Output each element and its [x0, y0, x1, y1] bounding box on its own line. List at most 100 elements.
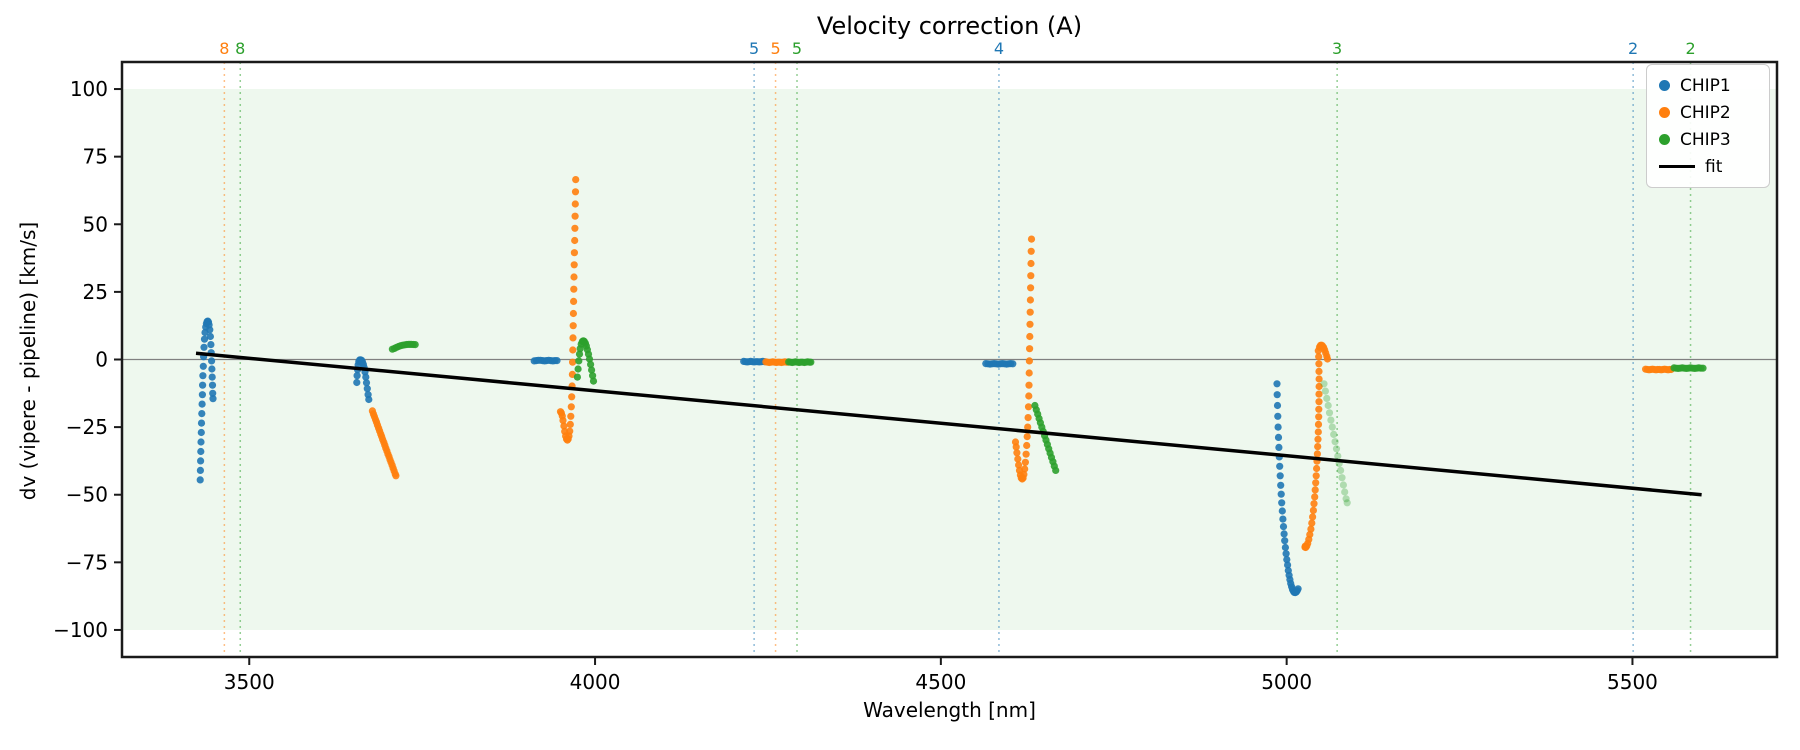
legend-item-chip2: CHIP2 [1647, 99, 1769, 126]
data-point [1315, 375, 1323, 383]
data-point [209, 389, 217, 397]
data-point [1332, 445, 1341, 453]
data-point [1311, 493, 1319, 501]
data-point [589, 377, 598, 385]
data-point [1338, 474, 1346, 482]
y-tick-label: 100 [70, 77, 108, 101]
data-point [1275, 443, 1283, 451]
legend: CHIP1 CHIP2 CHIP3 fit [1646, 64, 1770, 188]
data-point [1325, 409, 1334, 417]
data-point [196, 466, 204, 474]
order-count-label: 8 [235, 39, 245, 58]
data-point [1011, 438, 1020, 446]
data-point [1023, 433, 1031, 441]
data-point [1309, 506, 1317, 514]
data-point [1024, 403, 1033, 411]
data-point [1328, 423, 1336, 431]
data-point [199, 362, 207, 370]
data-point [1314, 428, 1322, 436]
data-point [208, 381, 217, 389]
data-point [570, 297, 578, 305]
data-point [1324, 401, 1332, 410]
data-point [1323, 394, 1331, 402]
data-point [1278, 499, 1286, 507]
x-axis-label: Wavelength [nm] [863, 698, 1036, 722]
data-point [1015, 461, 1023, 469]
data-point [198, 391, 206, 399]
data-point [553, 357, 561, 365]
data-point [1314, 420, 1323, 428]
legend-item-chip1: CHIP1 [1647, 72, 1769, 99]
data-point [1315, 405, 1323, 413]
data-point [1314, 443, 1322, 451]
data-point [1315, 360, 1323, 368]
y-axis: 100 75 50 25 0 −25 −50 −75 −100 [53, 77, 122, 642]
y-tick-label: −100 [53, 618, 108, 642]
data-point [556, 408, 565, 416]
data-point [568, 393, 576, 401]
data-point [1282, 550, 1290, 558]
data-point [197, 428, 205, 437]
data-point [1310, 500, 1318, 508]
data-point [1014, 455, 1022, 463]
x-axis: 3500 4000 4500 5000 5500 [224, 657, 1658, 694]
data-point [197, 419, 206, 427]
data-point [569, 322, 577, 330]
data-point [362, 379, 371, 387]
order-count-label: 5 [749, 39, 759, 58]
y-axis-label: dv (vipere - pipeline) [km/s] [16, 221, 40, 501]
data-point [1311, 486, 1319, 494]
y-tick-label: 25 [83, 280, 108, 304]
data-point [1278, 507, 1286, 515]
data-point [570, 249, 579, 257]
data-point [1321, 387, 1329, 395]
data-point [1320, 380, 1328, 388]
y-tick-label: 0 [95, 348, 108, 372]
data-point [575, 357, 583, 365]
y-tick-label: 50 [83, 212, 108, 236]
data-point [1315, 398, 1323, 406]
data-point [1276, 472, 1284, 480]
data-point [1284, 561, 1292, 569]
order-count-label: 2 [1685, 39, 1695, 58]
data-point [1281, 537, 1289, 545]
x-tick-label: 5000 [1261, 670, 1312, 694]
data-point [1273, 391, 1281, 399]
order-count-label: 8 [219, 39, 229, 58]
data-point [1052, 466, 1060, 474]
data-point [569, 358, 577, 366]
x-tick-label: 5500 [1607, 670, 1658, 694]
data-point [571, 188, 580, 196]
data-point [196, 476, 204, 484]
data-point [1027, 259, 1035, 268]
data-point [575, 350, 584, 358]
legend-label: CHIP1 [1680, 75, 1731, 96]
x-tick-label: 4000 [570, 670, 621, 694]
fit-line [195, 351, 1702, 497]
series-chip3 [388, 337, 1707, 507]
data-point [1306, 530, 1314, 539]
series-chip1 [196, 317, 1302, 597]
data-point [1308, 519, 1316, 527]
legend-label: fit [1705, 156, 1723, 177]
data-point [1273, 380, 1281, 388]
data-point [1021, 458, 1029, 466]
data-point [1341, 488, 1349, 496]
data-point [1274, 423, 1282, 431]
data-point [1026, 296, 1034, 304]
data-point [569, 309, 578, 318]
data-point [198, 410, 206, 418]
chip2-marker-icon [1659, 107, 1670, 118]
data-point [1027, 235, 1036, 243]
data-point [1312, 472, 1320, 480]
data-point [1283, 556, 1291, 564]
data-point [1279, 523, 1288, 531]
data-point [567, 403, 575, 411]
y-tick-label: 75 [83, 145, 108, 169]
data-point [1342, 495, 1350, 503]
order-count-label: 4 [994, 39, 1004, 58]
data-point [1315, 367, 1323, 375]
data-point [567, 412, 575, 420]
data-point [1337, 466, 1345, 474]
